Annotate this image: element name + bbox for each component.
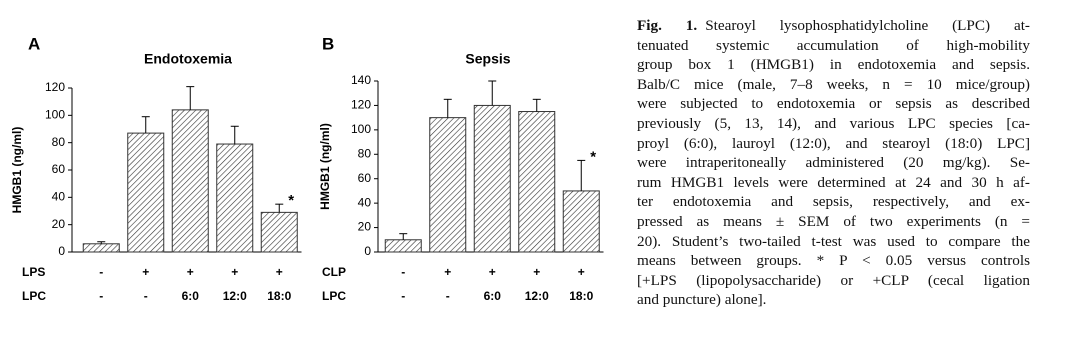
x-tick-label: - — [144, 289, 148, 303]
bar — [473, 104, 511, 253]
caption-line: were intraperitoneally administered (20 … — [637, 154, 1030, 172]
error-bar — [577, 159, 586, 191]
caption-line: pressed as means ± SEM of two experiment… — [637, 212, 1030, 230]
bar — [127, 132, 165, 253]
error-bar — [443, 98, 452, 118]
bar — [562, 190, 600, 253]
x-tick-label: 18:0 — [267, 289, 291, 303]
caption: Fig. 1. Stearoyl lysophosphatidylcholine … — [637, 16, 1030, 310]
bar — [82, 243, 120, 253]
y-tick-label: 20 — [358, 220, 372, 234]
y-tick-label: 140 — [351, 73, 371, 87]
y-tick-label: 80 — [358, 146, 372, 160]
condition-label: + — [489, 265, 496, 279]
error-bar — [275, 203, 284, 213]
x-tick-label: 18:0 — [569, 289, 593, 303]
y-tick-label: 0 — [364, 244, 371, 258]
error-bar — [532, 98, 541, 112]
condition-label: + — [578, 265, 585, 279]
figure-label: Fig. 1. — [637, 17, 698, 34]
significance-marker: * — [288, 192, 294, 209]
caption-line: group box 1 (HMGB1) in endotoxemia and s… — [637, 56, 1030, 74]
figure: A Endotoxemia HMGB1 (ng/ml) 0 20 40 60 80 100 120… — [10, 34, 604, 303]
condition-label: + — [533, 265, 540, 279]
x-tick-label: - — [446, 289, 450, 303]
y-axis-label: HMGB1 (ng/ml) — [10, 127, 24, 214]
y-tick-label: 120 — [45, 80, 65, 94]
row-name: LPC — [22, 289, 46, 303]
caption-line: means between groups. * P < 0.05 versus … — [637, 252, 1030, 270]
condition-label: + — [231, 265, 238, 279]
row-name: CLP — [322, 265, 346, 279]
caption-line: tenuated systemic accumulation of high-m… — [637, 36, 1030, 54]
condition-label: + — [187, 265, 194, 279]
error-bar — [399, 233, 408, 240]
error-bar — [488, 80, 497, 106]
caption-line: were subjected to endotoxemia or sepsis … — [637, 95, 1030, 113]
y-tick-label: 60 — [52, 162, 66, 176]
panel-label: B — [322, 34, 334, 53]
y-tick-label: 120 — [351, 98, 371, 112]
condition-label: - — [99, 265, 103, 279]
y-axis-label: HMGB1 (ng/ml) — [318, 123, 332, 210]
x-tick-label: - — [401, 289, 405, 303]
condition-label: - — [401, 265, 405, 279]
y-tick-label: 100 — [45, 108, 65, 122]
bar — [518, 111, 556, 253]
condition-label: + — [276, 265, 283, 279]
x-tick-label: 6:0 — [182, 289, 200, 303]
caption-line: Balb/C mice (male, 7–8 weeks, n = 10 mic… — [637, 75, 1030, 93]
error-bar — [230, 125, 239, 145]
y-tick-label: 40 — [52, 190, 66, 204]
bar — [260, 211, 298, 253]
chart-title: Endotoxemia — [144, 51, 232, 67]
panel-label: A — [28, 34, 40, 53]
caption-line: proyl (6:0), lauroyl (12:0), and stearoy… — [637, 134, 1030, 152]
y-tick-label: 20 — [52, 217, 66, 231]
error-bar — [186, 86, 195, 110]
x-tick-label: 12:0 — [223, 289, 247, 303]
significance-marker: * — [590, 148, 596, 165]
condition-label: + — [142, 265, 149, 279]
caption-text: Stearoyl lysophosphatidylcholine (LPC) a… — [705, 17, 1030, 34]
row-name: LPC — [322, 289, 346, 303]
x-tick-label: 12:0 — [525, 289, 549, 303]
caption-line: 20). Student’s two-tailed t-test was use… — [637, 232, 1030, 250]
bar — [171, 109, 209, 253]
y-tick-label: 40 — [358, 195, 372, 209]
caption-line: [+LPS (lipopolysaccharide) or +CLP (ceca… — [637, 271, 1030, 289]
caption-line: ter endotoxemia and sepsis, respectively… — [637, 193, 1030, 211]
caption-line: and puncture) alone]. — [637, 291, 767, 309]
caption-line: previously (5, 13, 14), and various LPC … — [637, 114, 1030, 132]
y-tick-label: 60 — [358, 171, 372, 185]
caption-line: Fig. 1. Stearoyl lysophosphatidylcholine … — [637, 16, 1030, 36]
row-name: LPS — [22, 265, 45, 279]
bar — [429, 117, 467, 253]
y-tick-label: 80 — [52, 135, 66, 149]
x-tick-label: 6:0 — [484, 289, 502, 303]
chart-title: Sepsis — [465, 51, 510, 67]
condition-label: + — [444, 265, 451, 279]
error-bar — [97, 241, 106, 244]
caption-line: rum HMGB1 levels were determined at 24 a… — [637, 173, 1030, 191]
error-bar — [141, 116, 150, 134]
bar — [384, 239, 422, 253]
bar — [216, 143, 254, 253]
x-tick-label: - — [99, 289, 103, 303]
y-tick-label: 0 — [58, 244, 65, 258]
y-tick-label: 100 — [351, 122, 371, 136]
